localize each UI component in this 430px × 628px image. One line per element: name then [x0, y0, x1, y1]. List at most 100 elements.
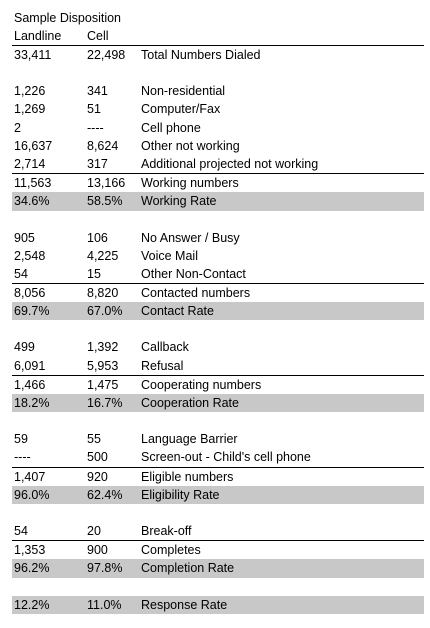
subtotal-row: 8,056 8,820 Contacted numbers: [12, 283, 424, 302]
row-label: Language Barrier: [141, 432, 238, 447]
rate-row: 96.0% 62.4% Eligibility Rate: [12, 485, 424, 504]
table-row: 16,637 8,624 Other not working: [12, 137, 424, 155]
landline-value: 1,269: [14, 102, 46, 117]
spacer-row: [12, 412, 424, 430]
row-label: Voice Mail: [141, 248, 198, 263]
sample-disposition-table: Sample Disposition Landline Cell 33,411 2…: [12, 8, 424, 614]
table-row: 59 55 Language Barrier: [12, 430, 424, 448]
cell-value: 20: [87, 523, 101, 538]
cell-value: 58.5%: [87, 194, 123, 209]
spacer-row: [12, 578, 424, 596]
cell-value: 1,392: [87, 340, 119, 355]
table-row: 499 1,392 Callback: [12, 338, 424, 356]
landline-value: 59: [14, 432, 28, 447]
cell-value: 55: [87, 432, 101, 447]
landline-value: 18.2%: [14, 396, 50, 410]
rate-row: 69.7% 67.0% Contact Rate: [12, 302, 424, 321]
landline-value: 96.2%: [14, 561, 50, 576]
cell-value: 920: [87, 469, 108, 484]
row-label: Completes: [141, 543, 201, 558]
landline-value: 1,226: [14, 84, 46, 99]
cell-value: 62.4%: [87, 487, 123, 502]
landline-value: 6,091: [14, 358, 46, 373]
cell-value: 15: [87, 266, 101, 281]
table-row: 1,269 51 Computer/Fax: [12, 100, 424, 118]
landline-value: 96.0%: [14, 487, 50, 502]
row-label: Working Rate: [141, 194, 217, 209]
row-label: Cooperating numbers: [141, 377, 262, 392]
cell-value: 16.7%: [87, 396, 123, 410]
subtotal-row: 1,466 1,475 Cooperating numbers: [12, 374, 424, 394]
landline-value: 69.7%: [14, 304, 50, 319]
landline-value: 11,563: [14, 176, 52, 191]
row-label: No Answer / Busy: [141, 230, 240, 245]
landline-value: 8,056: [14, 286, 46, 301]
cell-value: 8,820: [87, 286, 119, 301]
spacer-row: [12, 211, 424, 229]
landline-value: 12.2%: [14, 597, 50, 612]
cell-value: 51: [87, 102, 101, 117]
row-label: Callback: [141, 340, 189, 355]
landline-value: 499: [14, 340, 35, 355]
subtotal-row: 1,353 900 Completes: [12, 540, 424, 559]
row-label: Eligible numbers: [141, 469, 234, 484]
row-label: Response Rate: [141, 597, 228, 612]
table-row: 2,714 317 Additional projected not working: [12, 155, 424, 173]
cell-value: 106: [87, 230, 108, 245]
table-row: 54 20 Break-off: [12, 522, 424, 540]
landline-value: 1,353: [14, 543, 46, 558]
cell-value: 500: [87, 450, 108, 465]
row-label: Eligibility Rate: [141, 487, 220, 502]
cell-value: 1,475: [87, 377, 119, 392]
landline-value: 34.6%: [14, 194, 50, 209]
cell-value: 317: [87, 156, 108, 171]
rate-row: 12.2% 11.0% Response Rate: [12, 595, 424, 614]
header-row: Landline Cell: [12, 28, 424, 46]
landline-value: 2,714: [14, 156, 46, 171]
row-label: Total Numbers Dialed: [141, 48, 261, 62]
rate-row: 96.2% 97.8% Completion Rate: [12, 559, 424, 578]
row-label: Break-off: [141, 523, 192, 538]
row-label: Other not working: [141, 138, 240, 153]
cell-value: 22,498: [87, 48, 126, 62]
rate-row: 34.6% 58.5% Working Rate: [12, 192, 424, 211]
table-row: 2 ---- Cell phone: [12, 119, 424, 137]
row-label: Non-residential: [141, 84, 226, 99]
cell-value: 97.8%: [87, 561, 123, 576]
row-label: Working numbers: [141, 176, 239, 191]
landline-value: 1,407: [14, 469, 46, 484]
table-row: ---- 500 Screen-out - Child's cell phone: [12, 448, 424, 466]
landline-value: 2: [14, 120, 21, 135]
table-row: 33,411 22,498 Total Numbers Dialed: [12, 46, 424, 64]
row-label: Completion Rate: [141, 561, 235, 576]
cell-value: 8,624: [87, 138, 119, 153]
cell-value: 13,166: [87, 176, 126, 191]
table-row: 2,548 4,225 Voice Mail: [12, 247, 424, 265]
spacer-row: [12, 320, 424, 338]
landline-value: 54: [14, 523, 28, 538]
row-label: Contact Rate: [141, 304, 214, 319]
row-label: Contacted numbers: [141, 286, 251, 301]
row-label: Refusal: [141, 358, 184, 373]
spacer-row: [12, 504, 424, 522]
table-row: 6,091 5,953 Refusal: [12, 357, 424, 375]
cell-value: 5,953: [87, 358, 119, 373]
cell-value: 4,225: [87, 248, 119, 263]
landline-value: 1,466: [14, 377, 46, 392]
table-title: Sample Disposition: [14, 11, 121, 25]
cell-value: 900: [87, 543, 108, 558]
row-label: Cell phone: [141, 120, 201, 135]
cell-value: 11.0%: [87, 597, 122, 612]
table-row: 54 15 Other Non-Contact: [12, 265, 424, 283]
header-cell: Cell: [87, 29, 109, 43]
landline-value: 33,411: [14, 48, 52, 62]
rate-row: 18.2% 16.7% Cooperation Rate: [12, 394, 424, 413]
row-label: Computer/Fax: [141, 102, 221, 117]
table-row: 1,226 341 Non-residential: [12, 82, 424, 100]
landline-value: 16,637: [14, 138, 53, 153]
cell-value: 341: [87, 84, 108, 99]
landline-value: 2,548: [14, 248, 46, 263]
row-label: Additional projected not working: [141, 156, 319, 171]
landline-value: 54: [14, 266, 28, 281]
table-row: 905 106 No Answer / Busy: [12, 229, 424, 247]
